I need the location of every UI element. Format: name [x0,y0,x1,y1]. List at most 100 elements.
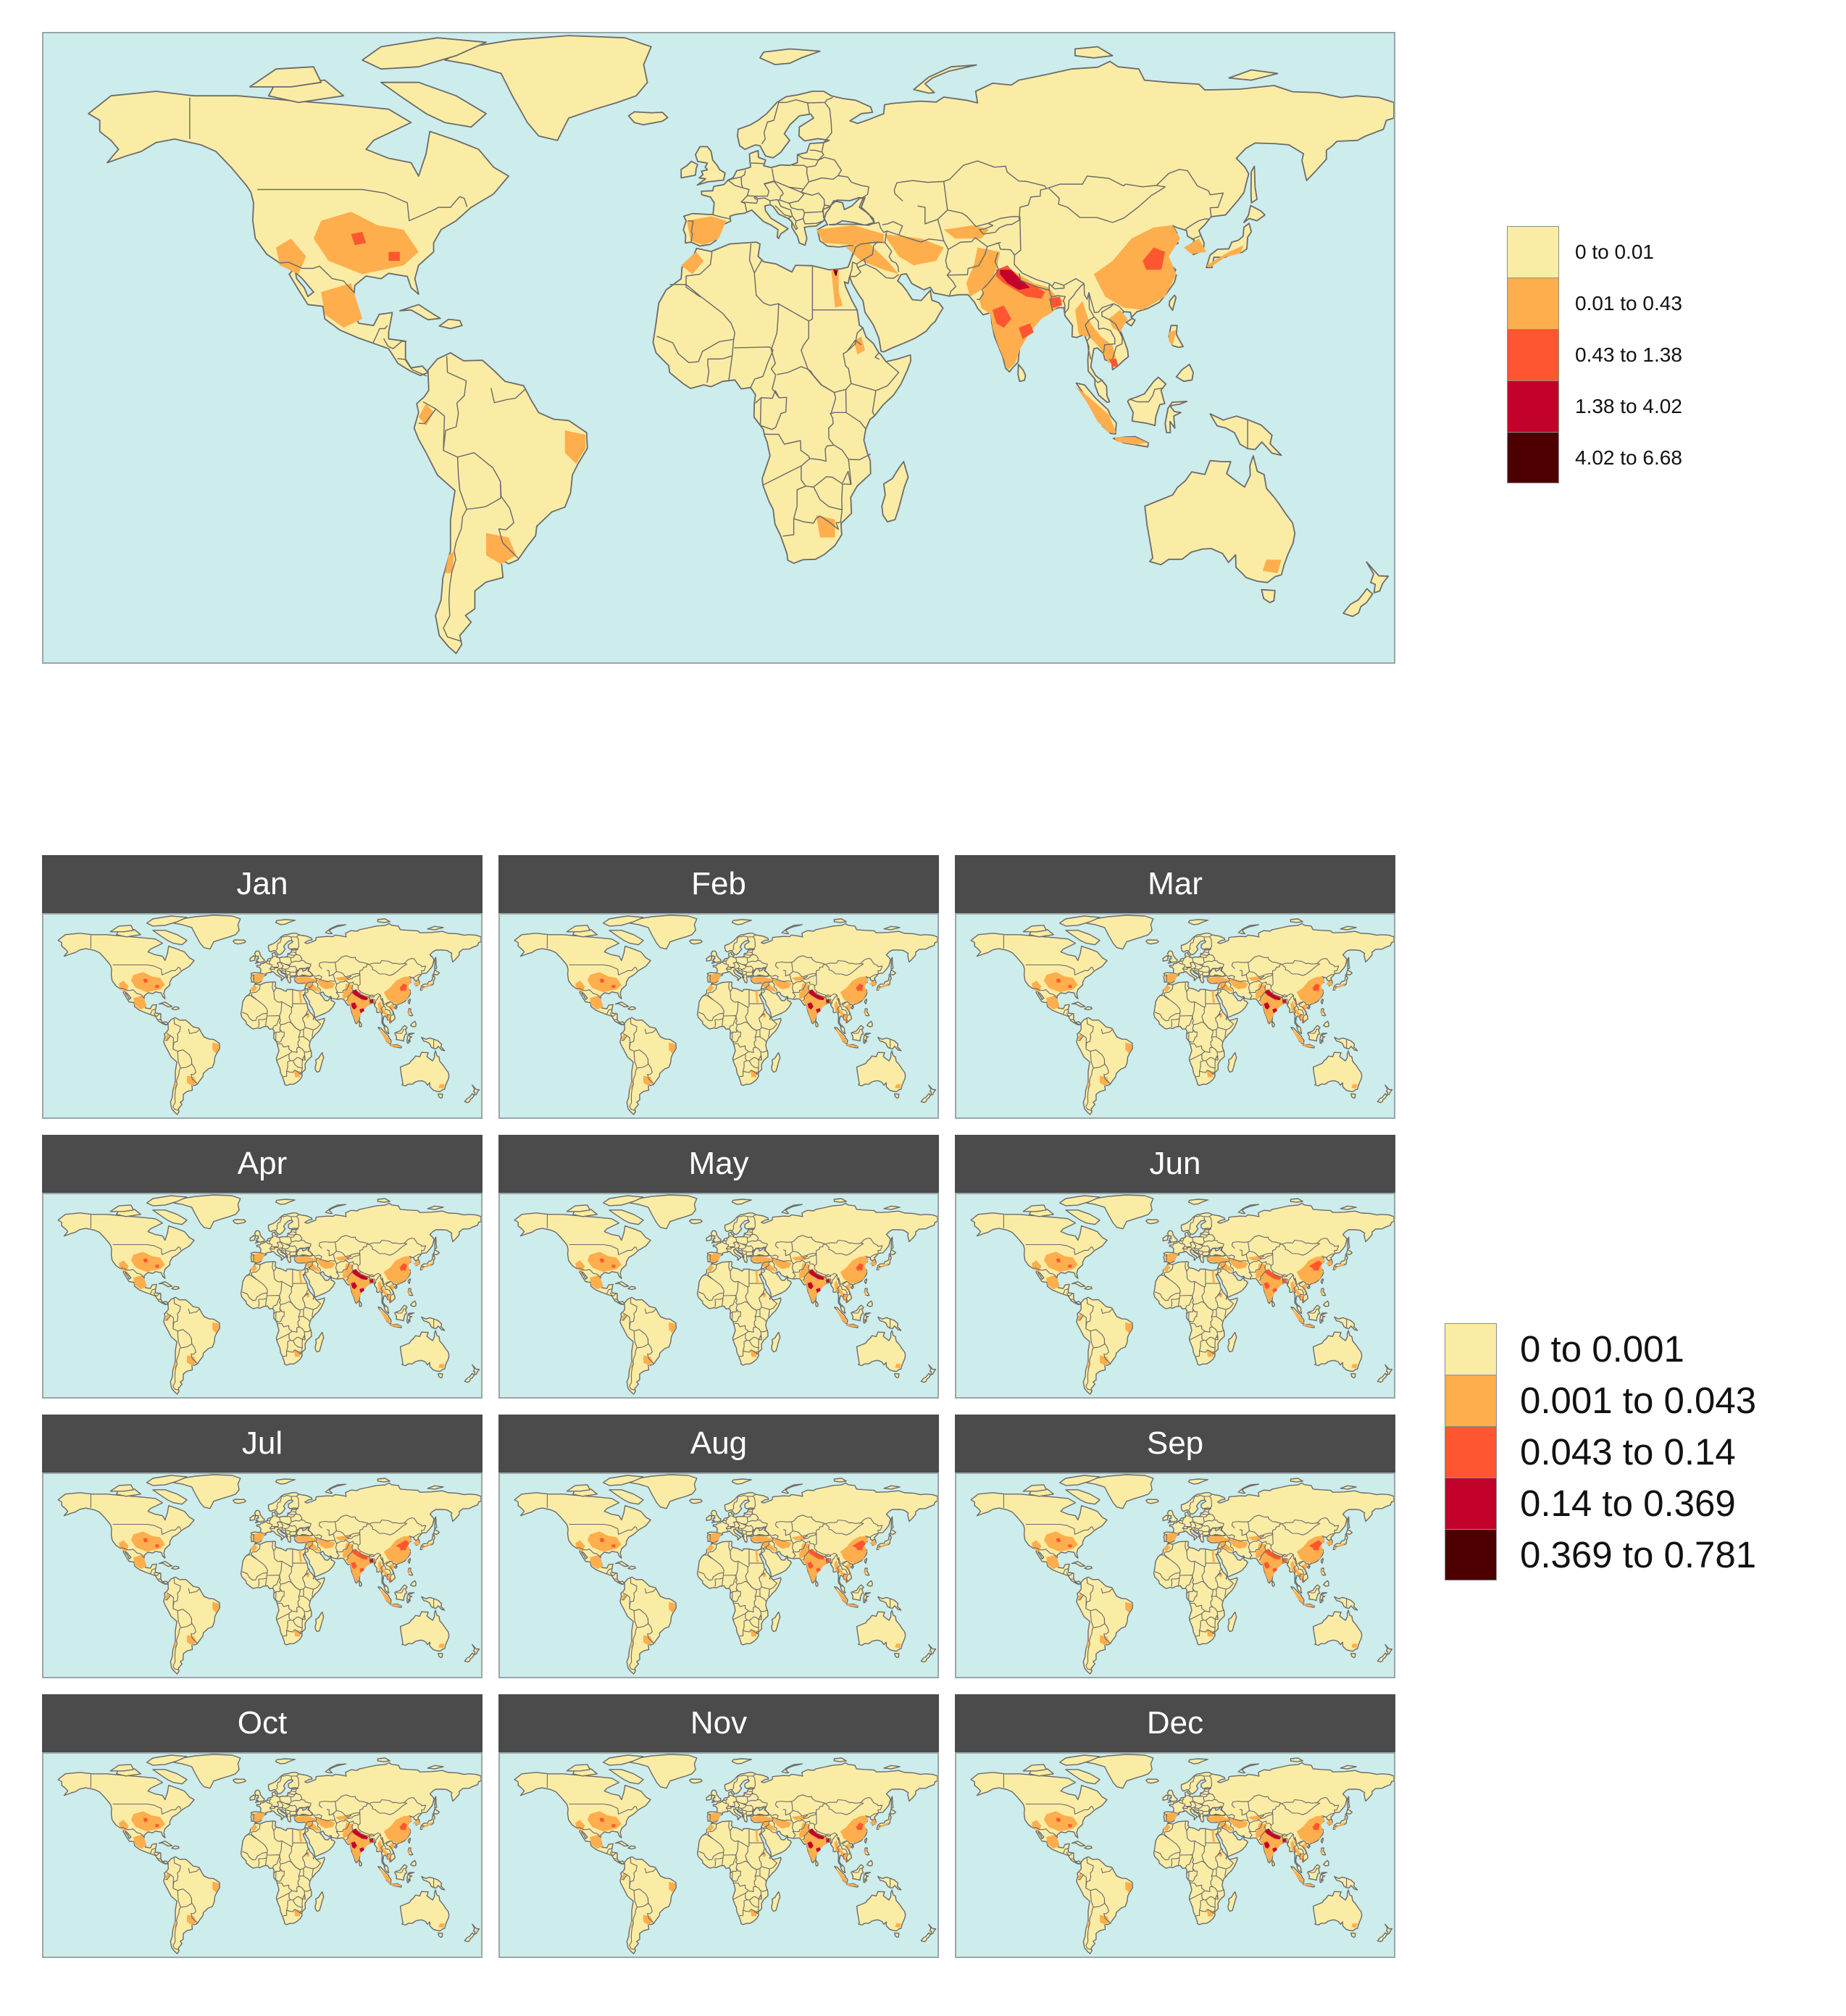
country-border [840,1025,843,1028]
country-border [313,1020,322,1030]
legend-swatch [1507,278,1559,329]
country-border [1208,1775,1213,1790]
landmass-hainan [1306,1006,1311,1009]
country-border [289,1531,297,1536]
country-border [732,1333,746,1341]
country-border [809,1262,815,1267]
country-border [748,1519,768,1528]
value-region [575,1820,585,1832]
country-border [698,1554,724,1581]
landmass-australia [1312,1050,1363,1093]
country-border [320,1259,340,1280]
country-border [153,1852,162,1856]
country-border [736,1809,743,1814]
country-border [1194,1001,1205,1008]
legend-label: 0.43 to 1.38 [1575,343,1682,366]
country-border [1219,988,1223,991]
country-border [1100,1308,1113,1314]
value-region [164,1033,170,1041]
landmass-new-guinea [1209,413,1282,457]
value-region [377,1280,391,1301]
land-layer [57,1474,481,1675]
value-region [681,251,704,275]
country-border [754,1596,760,1597]
country-border [726,1526,732,1530]
value-region [335,1256,350,1261]
value-region [993,305,1011,328]
country-border [369,1557,371,1564]
country-border [395,1867,407,1873]
country-border [1198,1812,1203,1817]
landmass-ireland [706,1515,713,1521]
country-border [296,1496,300,1510]
landmass-nz-south [920,1652,932,1663]
value-region [1333,1262,1345,1270]
country-border [374,1833,381,1845]
value-region [352,989,368,1001]
value-region [816,225,884,246]
land-layer [57,915,481,1115]
country-border [1202,1251,1210,1257]
landmass-nz-south [464,1373,475,1383]
landmass-taiwan [864,1278,868,1284]
country-border [1155,1275,1181,1301]
country-border [1239,1529,1249,1541]
country-border [281,1560,292,1567]
country-border [149,1008,156,1015]
country-border [746,1811,753,1816]
value-region [755,991,759,1004]
country-border [246,1544,261,1556]
country-border [809,175,869,199]
country-border [352,1541,359,1546]
landmass-severnaya [377,1198,390,1203]
country-border [333,964,369,980]
country-border [621,1874,627,1880]
value-region [1100,1635,1110,1646]
value-region [396,1540,409,1551]
country-border [1228,1820,1235,1831]
country-border [1189,1238,1194,1244]
landmass-north-america [88,91,509,377]
value-region [377,1560,391,1580]
value-region [1206,1070,1213,1078]
country-border [1100,1028,1113,1034]
landmass-australia [1312,1609,1363,1652]
country-border [614,1578,625,1586]
value-region [1125,1042,1132,1054]
land-layer [970,915,1394,1115]
country-border [734,346,774,388]
country-border [369,1277,371,1284]
country-border [276,1238,281,1244]
country-border [301,1055,306,1060]
landmass-ellesmere [146,1754,188,1766]
country-border [1194,1840,1205,1847]
country-border [280,1516,292,1525]
country-border [1202,972,1210,977]
country-border [258,1573,268,1587]
country-border [1225,1576,1228,1580]
country-border [1293,1565,1298,1580]
country-border [759,1588,767,1602]
legend-swatch [1507,380,1559,432]
landmass-hainan [393,1286,398,1289]
country-border [285,1528,297,1533]
country-border [1179,1575,1193,1588]
country-border [761,1261,771,1273]
value-region [298,1270,303,1283]
country-border [286,1340,303,1355]
value-region [845,1859,848,1862]
country-border [1189,1893,1202,1900]
value-region [943,225,989,239]
country-border [723,1854,737,1868]
landmass-new-guinea [421,1596,446,1611]
value-region [611,985,616,988]
country-border [305,1866,314,1878]
country-border [1189,1333,1202,1341]
landmass-madagascar [881,461,909,522]
country-border [352,1262,359,1267]
country-border [1308,1867,1320,1873]
country-border [188,1867,200,1873]
value-region [438,1084,445,1089]
country-border [265,1517,272,1522]
country-border [806,973,816,977]
